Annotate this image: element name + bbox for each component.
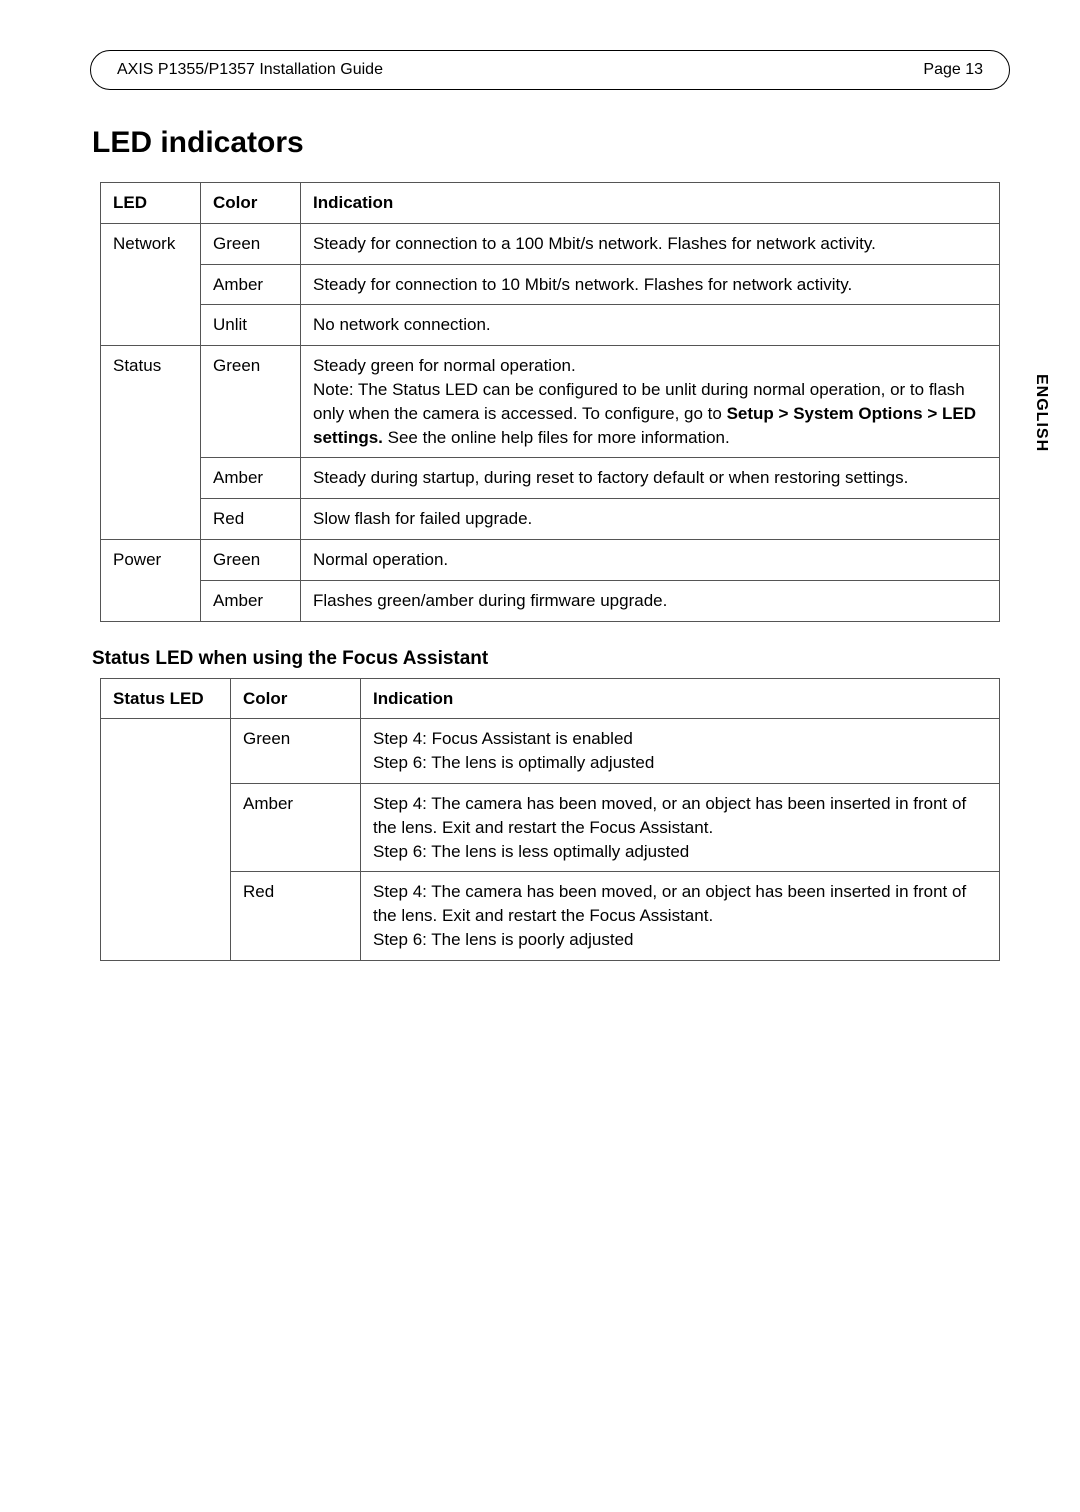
text-segment: See the online help files for more infor…: [383, 428, 730, 447]
cell-indication: Slow flash for failed upgrade.: [301, 499, 1000, 540]
subsection-title: Status LED when using the Focus Assistan…: [92, 648, 1010, 670]
cell-indication: Step 4: The camera has been moved, or an…: [361, 783, 1000, 871]
table-row: Status Green Steady green for normal ope…: [101, 346, 1000, 458]
cell-color: Red: [201, 499, 301, 540]
text-line: Step 4: The camera has been moved, or an…: [373, 882, 966, 925]
text-line: Step 6: The lens is optimally adjusted: [373, 753, 654, 772]
text-line: Step 6: The lens is less optimally adjus…: [373, 842, 689, 861]
section-title: LED indicators: [92, 126, 1010, 160]
cell-color: Green: [201, 223, 301, 264]
table-row: Amber Step 4: The camera has been moved,…: [101, 783, 1000, 871]
cell-color: Amber: [201, 580, 301, 621]
table-row: Red Step 4: The camera has been moved, o…: [101, 872, 1000, 960]
table-header-row: Status LED Color Indication: [101, 678, 1000, 719]
text-line: Step 4: Focus Assistant is enabled: [373, 729, 633, 748]
led-indicators-table: LED Color Indication Network Green Stead…: [100, 182, 1000, 622]
page-header: AXIS P1355/P1357 Installation Guide Page…: [90, 50, 1010, 90]
header-page: Page 13: [923, 61, 983, 79]
cell-indication: Step 4: Focus Assistant is enabled Step …: [361, 719, 1000, 784]
cell-led: Status: [101, 346, 201, 540]
th-color: Color: [231, 678, 361, 719]
cell-indication: Normal operation.: [301, 539, 1000, 580]
th-led: LED: [101, 183, 201, 224]
cell-status-led: [101, 719, 231, 960]
th-indication: Indication: [361, 678, 1000, 719]
cell-color: Amber: [201, 458, 301, 499]
cell-color: Green: [231, 719, 361, 784]
th-status-led: Status LED: [101, 678, 231, 719]
cell-indication: Flashes green/amber during firmware upgr…: [301, 580, 1000, 621]
table-row: Network Green Steady for connection to a…: [101, 223, 1000, 264]
table-row: Amber Flashes green/amber during firmwar…: [101, 580, 1000, 621]
cell-led: Network: [101, 223, 201, 345]
cell-color: Red: [231, 872, 361, 960]
cell-indication: No network connection.: [301, 305, 1000, 346]
th-color: Color: [201, 183, 301, 224]
cell-color: Amber: [201, 264, 301, 305]
cell-indication: Steady for connection to a 100 Mbit/s ne…: [301, 223, 1000, 264]
cell-color: Amber: [231, 783, 361, 871]
cell-color: Green: [201, 346, 301, 458]
cell-indication: Steady green for normal operation. Note:…: [301, 346, 1000, 458]
focus-assistant-table: Status LED Color Indication Green Step 4…: [100, 678, 1000, 961]
table-row: Red Slow flash for failed upgrade.: [101, 499, 1000, 540]
table-row: Green Step 4: Focus Assistant is enabled…: [101, 719, 1000, 784]
cell-indication: Steady during startup, during reset to f…: [301, 458, 1000, 499]
table-row: Amber Steady during startup, during rese…: [101, 458, 1000, 499]
cell-led: Power: [101, 539, 201, 621]
cell-indication: Steady for connection to 10 Mbit/s netwo…: [301, 264, 1000, 305]
cell-color: Unlit: [201, 305, 301, 346]
text-line: Step 4: The camera has been moved, or an…: [373, 794, 966, 837]
table-row: Power Green Normal operation.: [101, 539, 1000, 580]
cell-indication: Step 4: The camera has been moved, or an…: [361, 872, 1000, 960]
cell-color: Green: [201, 539, 301, 580]
th-indication: Indication: [301, 183, 1000, 224]
header-title: AXIS P1355/P1357 Installation Guide: [117, 61, 383, 79]
table-row: Amber Steady for connection to 10 Mbit/s…: [101, 264, 1000, 305]
table-row: Unlit No network connection.: [101, 305, 1000, 346]
text-line: Step 6: The lens is poorly adjusted: [373, 930, 634, 949]
language-tab: ENGLISH: [1032, 374, 1050, 452]
table-header-row: LED Color Indication: [101, 183, 1000, 224]
